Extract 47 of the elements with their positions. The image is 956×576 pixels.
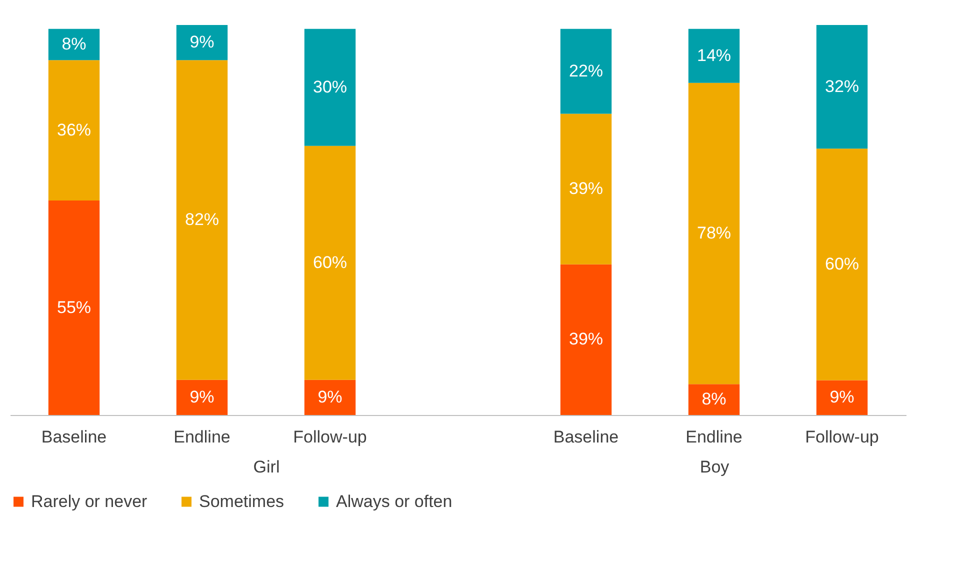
- x-tick-label: Follow-up: [805, 428, 879, 446]
- x-tick-label: Follow-up: [293, 428, 367, 446]
- bar: [560, 28, 612, 114]
- bar: [176, 60, 228, 380]
- bar: [816, 380, 868, 415]
- data-label: 78%: [696, 224, 732, 243]
- data-label: 82%: [184, 210, 220, 229]
- x-axis-title: Boy: [700, 458, 730, 476]
- data-label: 60%: [312, 252, 348, 272]
- data-label: 9%: [318, 387, 342, 406]
- data-label: 32%: [824, 76, 860, 96]
- legend-label: Sometimes: [199, 492, 284, 511]
- bar: [688, 384, 740, 415]
- bar: [688, 28, 740, 83]
- data-label: 60%: [824, 254, 860, 274]
- data-label: 14%: [696, 46, 732, 65]
- data-label: 22%: [568, 61, 604, 80]
- bar: [48, 60, 100, 200]
- bar: [176, 380, 228, 415]
- bar: [176, 25, 228, 60]
- bar: [816, 25, 868, 149]
- bar: [304, 380, 356, 415]
- data-label: 39%: [568, 330, 604, 349]
- data-label: 39%: [568, 179, 604, 198]
- data-label: 9%: [830, 388, 854, 407]
- legend-label: Always or often: [336, 492, 452, 511]
- bar: [688, 82, 740, 384]
- bar: [560, 114, 612, 264]
- x-tick-label: Baseline: [41, 428, 107, 446]
- data-label: 8%: [62, 34, 86, 54]
- bar: [560, 264, 612, 415]
- data-label: 30%: [312, 77, 348, 96]
- x-tick-label: Endline: [174, 428, 230, 446]
- bar: [48, 200, 100, 415]
- data-label: 55%: [56, 298, 92, 317]
- data-label: 9%: [190, 387, 214, 406]
- data-label: 36%: [56, 120, 92, 140]
- legend-label: Rarely or never: [31, 492, 148, 511]
- bar: [48, 28, 100, 60]
- x-axis-title: Girl: [253, 458, 280, 476]
- bar: [816, 148, 868, 380]
- data-label: 8%: [702, 390, 726, 409]
- x-tick-label: Baseline: [553, 428, 619, 446]
- data-label: 9%: [190, 32, 214, 52]
- x-tick-label: Endline: [686, 428, 742, 446]
- bar: [304, 28, 356, 146]
- bar: [304, 146, 356, 380]
